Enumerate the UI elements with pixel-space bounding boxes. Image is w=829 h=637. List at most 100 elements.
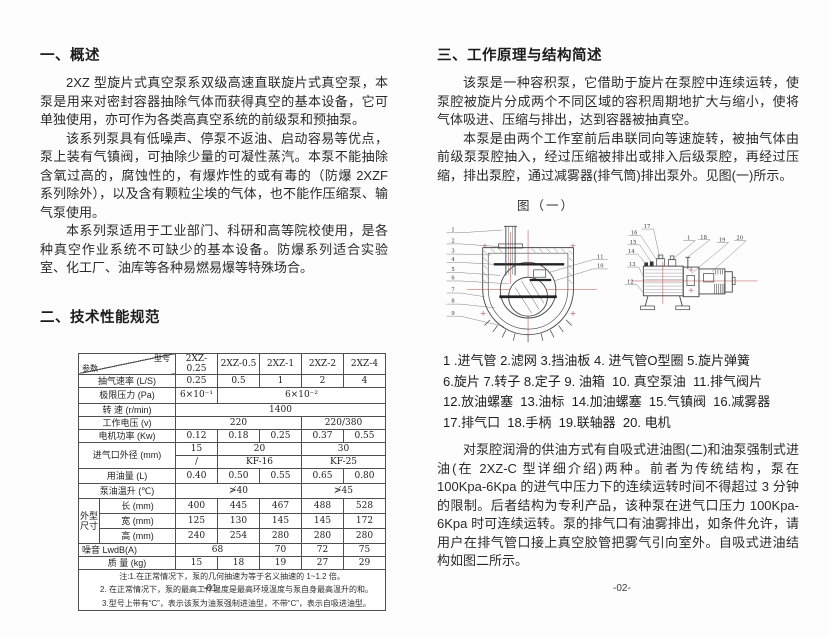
table-cell: 0.80 <box>343 467 386 484</box>
table-cell: 528 <box>343 497 386 514</box>
note-line: 2. 在正常情况下，泵的最高工作温度是最高环境温度与泵自身最高温升的和。 <box>100 585 373 594</box>
table-row-speed: 抽气速率 (L/S) 0.25 0.5 1 2 4 <box>78 373 386 388</box>
table-cell: 400 <box>175 497 218 514</box>
table-cell: 254 <box>217 527 260 544</box>
callout-numbers: 1 2 3 4 5 6 7 8 9 11 10 <box>451 227 603 316</box>
callout-10: 10 <box>597 264 604 270</box>
callout-18: 18 <box>700 235 707 241</box>
table-cell: 2 <box>301 373 344 388</box>
callout-16: 16 <box>631 231 638 237</box>
callout-9: 9 <box>451 311 454 317</box>
table-cell: 445 <box>217 497 260 514</box>
callout-2: 2 <box>451 239 454 245</box>
table-cell: / <box>175 454 218 469</box>
table-cell: 19 <box>259 555 302 570</box>
corner-param: 参数 <box>82 363 98 373</box>
model-header: 2XZ-2 <box>301 352 344 375</box>
table-cell: 1 <box>259 373 302 388</box>
table-cell: 29 <box>343 555 386 570</box>
table-cell: 125 <box>175 512 218 529</box>
table-row-inlet-flange: / KF-16 KF-25 <box>79 454 386 469</box>
row-label: 电机功率 (Kw) <box>78 428 176 443</box>
table-row-oil: 用油量 (L) 0.40 0.50 0.55 0.65 0.80 <box>78 467 386 484</box>
row-label: 质 量 (kg) <box>78 555 176 570</box>
table-cell: KF-25 <box>301 454 386 469</box>
row-label: 高 (mm) <box>99 527 176 544</box>
parts-line: 6.旋片 7.转子 8.定子 9. 油箱 10. 真空泵油 11.排气阀片 <box>443 373 763 389</box>
callout-8: 8 <box>451 299 454 305</box>
table-cell: 0.12 <box>175 428 218 443</box>
page-number-01: -01- <box>203 583 221 594</box>
parts-line: 12.放油螺塞 13.油标 14.加油螺塞 15.气镇阀 16.减雾器 <box>443 394 771 409</box>
row-label: 转 速 (r/min) <box>78 402 176 417</box>
callout-17: 17 <box>644 224 651 230</box>
table-cell: 488 <box>301 497 344 514</box>
page-01: 一、概述 2XZ 型旋片式真空泵系双级高速直联旋片式真空泵，本泵是用来对密封容器… <box>40 44 388 611</box>
section-1-heading: 一、概述 <box>40 48 100 64</box>
table-cell: 27 <box>301 555 344 570</box>
table-cell: 280 <box>301 527 344 544</box>
table-row-power: 电机功率 (Kw) 0.12 0.18 0.25 0.37 0.55 <box>78 428 386 443</box>
table-cell: 0.18 <box>217 428 260 443</box>
table-cell: 0.65 <box>301 467 344 484</box>
callout-19: 19 <box>719 238 726 244</box>
figure-1-caption: 图（一） <box>516 199 575 213</box>
table-cell: 75 <box>343 542 386 557</box>
table-cell: 18 <box>217 555 260 570</box>
parts-line: 1 .进气管 2.滤网 3.挡油板 4. 进气管O型圈 5.旋片弹簧 <box>443 353 750 368</box>
table-cell: 240 <box>175 527 218 544</box>
table-row-inlet-diameter: 进气口外径 (mm) 15 20 30 <box>78 441 386 469</box>
callout-1: 1 <box>687 236 690 242</box>
model-header: 2XZ-0.25 <box>175 352 218 375</box>
table-cell: 15 <box>175 555 218 570</box>
pump-side-view-drawing: 17 16 15 14 13 12 1 18 19 20 <box>624 224 758 311</box>
row-label: 宽 (mm) <box>99 512 176 529</box>
table-cell: 280 <box>259 527 302 544</box>
leader-lines <box>446 229 608 327</box>
table-cell: 0.37 <box>301 428 344 443</box>
parts-line: 17.排气口 18.手柄 19.联轴器 20. 电机 <box>443 414 671 430</box>
page-02: 三、工作原理与结构简述 该泵是一种容积泵，它借助于旋片在泵腔中连续运转，使泵腔被… <box>437 44 799 571</box>
table-cell: 0.40 <box>175 467 218 484</box>
table-row-noise: 噪音 LwdB(A) 68 70 72 75 <box>78 542 386 557</box>
row-label: 工作电压 (v) <box>78 415 176 430</box>
table-row-voltage: 工作电压 (v) 220 220/380 <box>78 415 386 430</box>
pump-cross-section-drawing: 1 2 3 4 5 6 7 8 9 11 10 <box>446 225 608 343</box>
table-cell: 4 <box>343 373 386 388</box>
lubrication-paragraph: 对泵腔润滑的供油方式有自吸式进油图(二)和油泵强制式进油(在 2XZ-C 型详细… <box>437 442 799 568</box>
table-row-height: 高 (mm) 240 254 280 280 280 <box>79 527 386 544</box>
table-cell: 0.55 <box>343 428 386 443</box>
table-cell: KF-16 <box>217 454 302 469</box>
principle-paragraph-2: 本泵是由两个工作室前后串联同向等速旋转，被抽气体由前级泵泵腔抽入，经过压缩被排出… <box>437 130 799 183</box>
row-label-dimensions: 外型尺寸 <box>78 497 100 544</box>
table-cell: 0.5 <box>217 373 260 388</box>
table-notes: 注:1.在正常情况下，泵的几何抽速为等于名义抽速的 1~1.2 倍。 2. 在正… <box>78 568 386 611</box>
note-line: 注:1.在正常情况下，泵的几何抽速为等于名义抽速的 1~1.2 倍。 <box>119 571 345 581</box>
table-cell: 220/380 <box>301 415 386 430</box>
callout-13: 13 <box>629 262 636 268</box>
callout-20: 20 <box>736 236 743 242</box>
inlet-pipe <box>498 225 523 276</box>
table-row-width: 宽 (mm) 125 130 145 145 172 <box>79 512 386 529</box>
row-label: 噪音 LwdB(A) <box>78 542 176 557</box>
row-label: 泵油温升 (℃) <box>78 482 176 499</box>
callout-numbers: 17 16 15 14 13 12 1 18 19 20 <box>627 224 743 286</box>
table-cell: 15 <box>175 441 218 456</box>
table-cell: 0.25 <box>175 373 218 388</box>
callout-5: 5 <box>451 267 454 273</box>
parts-list: 1 .进气管 2.滤网 3.挡油板 4. 进气管O型圈 5.旋片弹簧 6.旋片 … <box>443 351 799 433</box>
table-row-temp-rise: 泵油温升 (℃) ≯40 ≯45 <box>78 482 386 499</box>
row-label: 用油量 (L) <box>78 467 176 484</box>
table-cell: ≯45 <box>301 482 386 499</box>
table-cell: 145 <box>259 512 302 529</box>
overview-paragraph-2: 该系列泵具有低噪声、停泵不返油、启动容易等优点，泵上装有气镇阀，可抽除少量的可凝… <box>40 130 388 220</box>
model-header: 2XZ-4 <box>343 352 386 375</box>
table-cell: 172 <box>343 512 386 529</box>
table-cell: ≯40 <box>175 482 302 499</box>
table-row-notes: 注:1.在正常情况下，泵的几何抽速为等于名义抽速的 1~1.2 倍。 2. 在正… <box>78 568 386 611</box>
model-header: 2XZ-0.5 <box>217 352 260 375</box>
callout-1: 1 <box>451 227 454 233</box>
table-row-pressure: 极限压力 (Pa) 6×10⁻¹ 6×10⁻² <box>78 386 386 404</box>
base-feet <box>640 295 691 311</box>
